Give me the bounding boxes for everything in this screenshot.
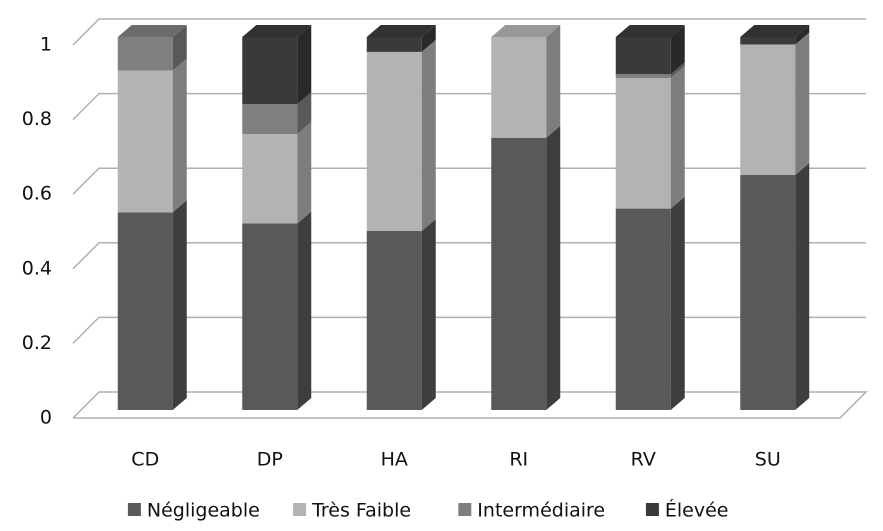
y-tick-label: 0 — [40, 407, 52, 429]
bar-side — [172, 200, 187, 410]
x-tick-label: DP — [257, 449, 283, 471]
bar-segment — [615, 74, 671, 79]
x-tick-label: RI — [509, 449, 528, 471]
y-tick-label: 0.2 — [22, 332, 52, 354]
bar-segment — [615, 37, 671, 75]
bar-segment — [615, 78, 671, 209]
legend-swatch — [645, 503, 659, 516]
bar-segment — [242, 223, 298, 410]
x-tick-label: SU — [755, 449, 781, 471]
grid-line — [72, 316, 866, 344]
bar-side — [297, 211, 312, 410]
bar-side — [421, 25, 436, 52]
legend-label: Très Faible — [311, 500, 411, 522]
bar-segment — [242, 133, 298, 224]
bar-side — [795, 32, 810, 176]
bar-segment — [491, 137, 547, 410]
bar-segment — [615, 208, 671, 410]
bar-side — [546, 125, 561, 411]
bar-side — [795, 25, 810, 45]
grid-line — [72, 242, 866, 270]
legend-swatch — [127, 503, 141, 516]
bar-side — [670, 62, 685, 79]
bar-side — [297, 92, 312, 134]
bar-segment — [366, 230, 422, 410]
bar-segment — [740, 37, 796, 45]
grid-line — [72, 167, 866, 195]
bar-top — [366, 25, 436, 37]
bar-side — [546, 25, 561, 138]
bar-segment — [242, 37, 298, 105]
bar-top — [740, 25, 810, 37]
legend-label: Négligeable — [147, 500, 260, 522]
bar-top — [117, 25, 187, 37]
bar-top — [491, 25, 561, 37]
bar-side — [172, 25, 187, 71]
bar-segment — [117, 70, 173, 213]
bar-side — [172, 58, 187, 213]
x-tick-label: CD — [131, 449, 159, 471]
legend-swatch — [293, 503, 307, 516]
bar-segment — [117, 212, 173, 410]
bar-side — [670, 25, 685, 75]
bar-side — [670, 196, 685, 410]
bar-segment — [242, 104, 298, 134]
legend-label: Intermédiaire — [477, 500, 605, 522]
bar-side — [297, 25, 312, 105]
bar-side — [421, 218, 436, 410]
bar-segment — [117, 37, 173, 71]
bar-side — [297, 121, 312, 224]
bar-segment — [366, 51, 422, 231]
grid-line — [72, 18, 866, 46]
x-tick-label: HA — [381, 449, 408, 471]
bar-side — [421, 39, 436, 231]
bar-side — [670, 66, 685, 209]
bar-top — [242, 25, 312, 37]
grid-line — [72, 92, 866, 121]
x-tick-label: RV — [631, 449, 656, 471]
legend-label: Élevée — [665, 499, 729, 522]
legend-swatch — [458, 503, 472, 516]
bar-side — [795, 163, 810, 410]
bar-top — [615, 25, 685, 37]
y-tick-label: 0.6 — [22, 183, 52, 205]
bar-segment — [740, 44, 796, 176]
y-tick-label: 1 — [40, 34, 52, 56]
y-tick-label: 0.4 — [22, 257, 52, 279]
bar-segment — [491, 37, 547, 138]
bar-segment — [740, 175, 796, 410]
bar-segment — [366, 37, 422, 52]
y-tick-label: 0.8 — [22, 108, 52, 130]
grid-line — [72, 391, 868, 419]
